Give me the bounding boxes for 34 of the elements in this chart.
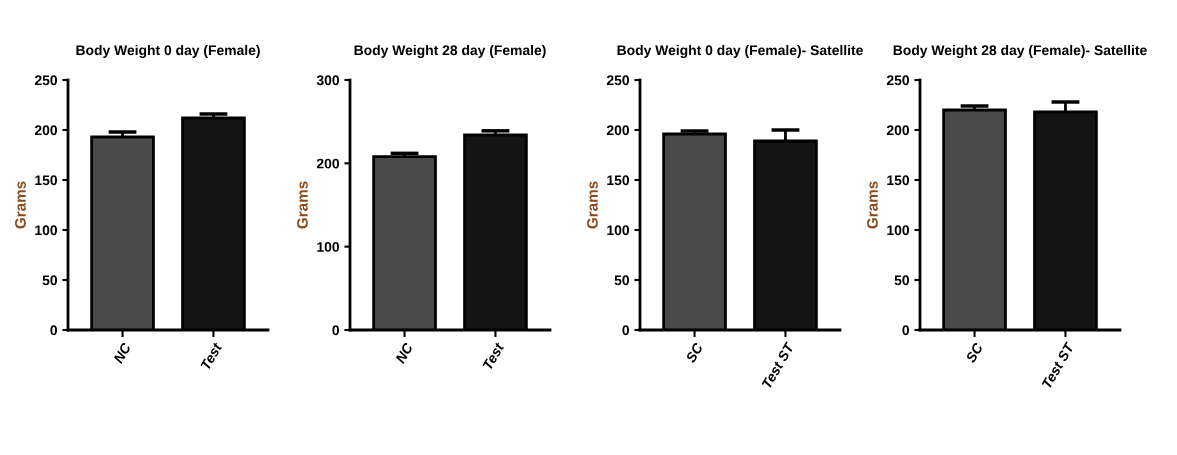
chart-title: Body Weight 28 day (Female) (354, 44, 546, 58)
y-tick-label: 250 (886, 75, 910, 86)
y-axis-title: Grams (15, 181, 26, 229)
y-tick-label: 150 (35, 175, 58, 186)
y-tick-label: 200 (34, 125, 58, 136)
chart-title: Body Weight 28 day (Female)- Satellite (893, 44, 1147, 58)
chart-title: Body Weight 0 day (Female)- Satellite (617, 44, 863, 58)
x-tick-label: NC (112, 341, 132, 365)
x-tick-label: SC (685, 341, 704, 364)
x-tick-label: NC (394, 341, 414, 365)
y-tick-label: 50 (42, 275, 58, 286)
y-tick-label: 0 (902, 325, 910, 336)
y-tick-label: 50 (894, 275, 910, 286)
y-tick-label: 100 (35, 225, 58, 236)
y-tick-label: 100 (317, 242, 340, 252)
y-tick-label: 200 (316, 158, 340, 169)
y-axis-title: Grams (867, 181, 878, 229)
y-tick-label: 200 (886, 125, 910, 136)
y-tick-label: 100 (887, 225, 910, 236)
y-axis-title: Grams (587, 181, 598, 229)
y-tick-label: 200 (606, 125, 630, 136)
y-tick-label: 0 (50, 325, 58, 336)
y-tick-label: 0 (622, 325, 630, 336)
y-tick-label: 300 (316, 75, 340, 86)
y-tick-label: 100 (607, 225, 630, 236)
y-tick-label: 250 (606, 75, 630, 86)
y-tick-label: 150 (607, 175, 630, 186)
y-tick-label: 0 (332, 325, 340, 336)
y-tick-label: 150 (887, 175, 910, 186)
y-axis-title: Grams (297, 181, 308, 229)
y-tick-label: 50 (614, 275, 630, 286)
x-tick-label: SC (965, 341, 984, 364)
chart-title: Body Weight 0 day (Female) (76, 44, 260, 58)
y-tick-label: 250 (34, 75, 58, 86)
